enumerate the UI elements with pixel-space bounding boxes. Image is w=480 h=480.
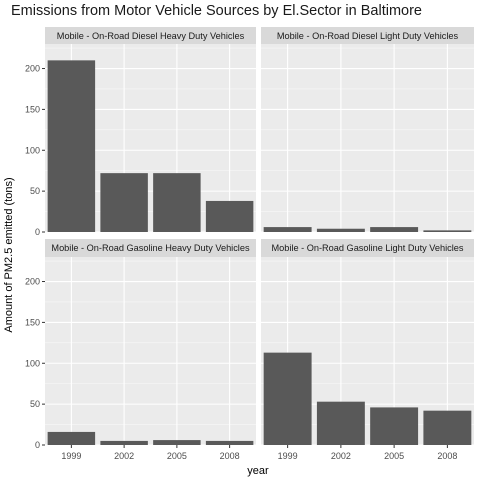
bar — [423, 230, 472, 232]
y-tick-label: 150 — [25, 104, 40, 114]
y-tick-label: 100 — [25, 145, 40, 155]
facet-panels: Mobile - On-Road Diesel Heavy Duty Vehic… — [45, 27, 474, 446]
bar — [100, 173, 148, 232]
facet-strip-label: Mobile - On-Road Diesel Light Duty Vehic… — [277, 31, 459, 41]
panel-background — [45, 257, 256, 445]
x-axis-title: year — [247, 465, 269, 477]
y-tick-label: 50 — [30, 186, 40, 196]
facet-strip-label: Mobile - On-Road Gasoline Light Duty Veh… — [271, 243, 463, 253]
facet-panel: Mobile - On-Road Gasoline Heavy Duty Veh… — [45, 239, 256, 446]
x-tick-label: 1999 — [61, 451, 81, 461]
facet-strip-label: Mobile - On-Road Gasoline Heavy Duty Veh… — [51, 243, 250, 253]
x-tick-label: 2005 — [167, 451, 187, 461]
facet-strip — [45, 27, 256, 44]
y-tick-label: 0 — [35, 440, 40, 450]
y-tick-label: 200 — [25, 64, 40, 74]
facet-panel: Mobile - On-Road Diesel Heavy Duty Vehic… — [45, 27, 256, 233]
bar — [153, 440, 201, 445]
facet-strip — [261, 239, 474, 257]
y-tick-label: 150 — [25, 317, 40, 327]
chart-title: Emissions from Motor Vehicle Sources by … — [11, 3, 422, 19]
bar — [316, 228, 365, 232]
panel-background — [261, 44, 474, 232]
x-tick-label: 2005 — [384, 451, 404, 461]
y-tick-label: 50 — [30, 399, 40, 409]
facet-strip — [45, 239, 256, 257]
bar — [205, 440, 254, 445]
x-tick-label: 2002 — [114, 451, 134, 461]
x-tick-label: 2002 — [331, 451, 351, 461]
bar — [205, 200, 254, 232]
x-axes: 1999 2002 2005 2008 1999 2002 2005 2008 — [61, 445, 457, 461]
bar — [100, 440, 148, 445]
x-tick-label: 2008 — [220, 451, 240, 461]
x-tick-label: 2008 — [437, 451, 457, 461]
y-tick-label: 100 — [25, 358, 40, 368]
x-tick-label: 1999 — [278, 451, 298, 461]
facet-strip — [261, 27, 474, 44]
y-tick-label: 200 — [25, 277, 40, 287]
bar — [370, 407, 419, 445]
y-axes: 0 50 100 150 200 0 50 100 150 200 — [25, 64, 45, 450]
bar — [316, 401, 365, 445]
facet-panel: Mobile - On-Road Gasoline Light Duty Veh… — [261, 239, 474, 446]
bar — [47, 60, 96, 232]
bar — [153, 173, 201, 232]
facet-strip-label: Mobile - On-Road Diesel Heavy Duty Vehic… — [57, 31, 245, 41]
y-axis-title: Amount of PM2.5 emitted (tons) — [3, 177, 15, 332]
bar — [423, 410, 472, 445]
y-tick-label: 0 — [35, 227, 40, 237]
facet-panel: Mobile - On-Road Diesel Light Duty Vehic… — [261, 27, 474, 233]
bar — [263, 352, 312, 445]
bar — [47, 431, 96, 445]
bar — [263, 227, 312, 232]
bar — [370, 227, 419, 232]
